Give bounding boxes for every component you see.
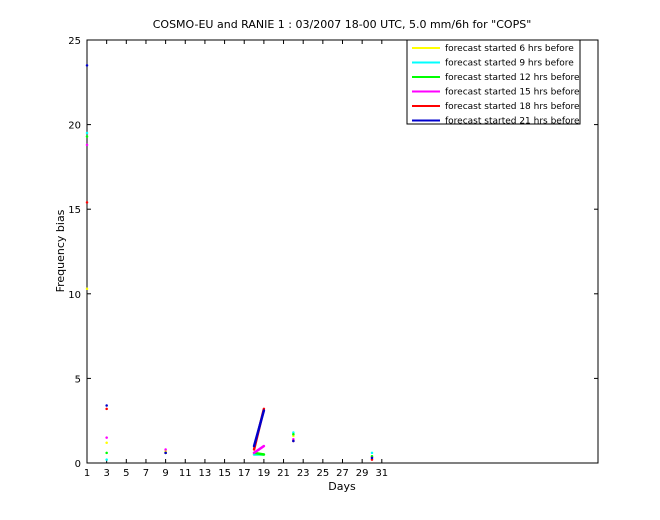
legend-label: forecast started 12 hrs before <box>445 73 580 83</box>
legend-label: forecast started 21 hrs before <box>445 117 580 127</box>
x-tick-label: 23 <box>297 468 310 479</box>
x-tick-label: 1 <box>84 468 90 479</box>
legend-label: forecast started 6 hrs before <box>445 44 574 54</box>
legend-label: forecast started 18 hrs before <box>445 102 580 112</box>
y-tick-label: 25 <box>68 36 81 47</box>
x-tick-label: 7 <box>143 468 149 479</box>
series-line <box>252 444 266 455</box>
legend-label: forecast started 15 hrs before <box>445 88 580 98</box>
x-axis-label: Days <box>328 480 356 493</box>
legend-box <box>406 39 581 125</box>
x-tick-label: 29 <box>356 468 369 479</box>
chart-title: COSMO-EU and RANIE 1 : 03/2007 18-00 UTC… <box>153 18 532 31</box>
x-tick-label: 13 <box>199 468 212 479</box>
x-tick-label: 21 <box>277 468 290 479</box>
x-tick-label: 27 <box>336 468 349 479</box>
x-tick-label: 9 <box>162 468 168 479</box>
y-tick-label: 5 <box>75 374 81 385</box>
x-tick-label: 31 <box>375 468 388 479</box>
y-tick-label: 0 <box>75 459 81 470</box>
y-tick-label: 20 <box>68 121 81 132</box>
y-axis-label: Frequency bias <box>54 209 67 292</box>
x-tick-label: 3 <box>103 468 109 479</box>
x-tick-label: 11 <box>179 468 192 479</box>
x-tick-label: 25 <box>316 468 329 479</box>
legend-label: forecast started 9 hrs before <box>445 59 574 69</box>
x-tick-label: 17 <box>238 468 251 479</box>
y-tick-label: 10 <box>68 290 81 301</box>
x-tick-label: 15 <box>218 468 231 479</box>
x-tick-label: 19 <box>258 468 271 479</box>
legend: forecast started 6 hrs before forecast st… <box>406 39 581 127</box>
series-line <box>252 409 266 448</box>
y-tick-label: 15 <box>68 205 81 216</box>
x-tick-label: 5 <box>123 468 129 479</box>
